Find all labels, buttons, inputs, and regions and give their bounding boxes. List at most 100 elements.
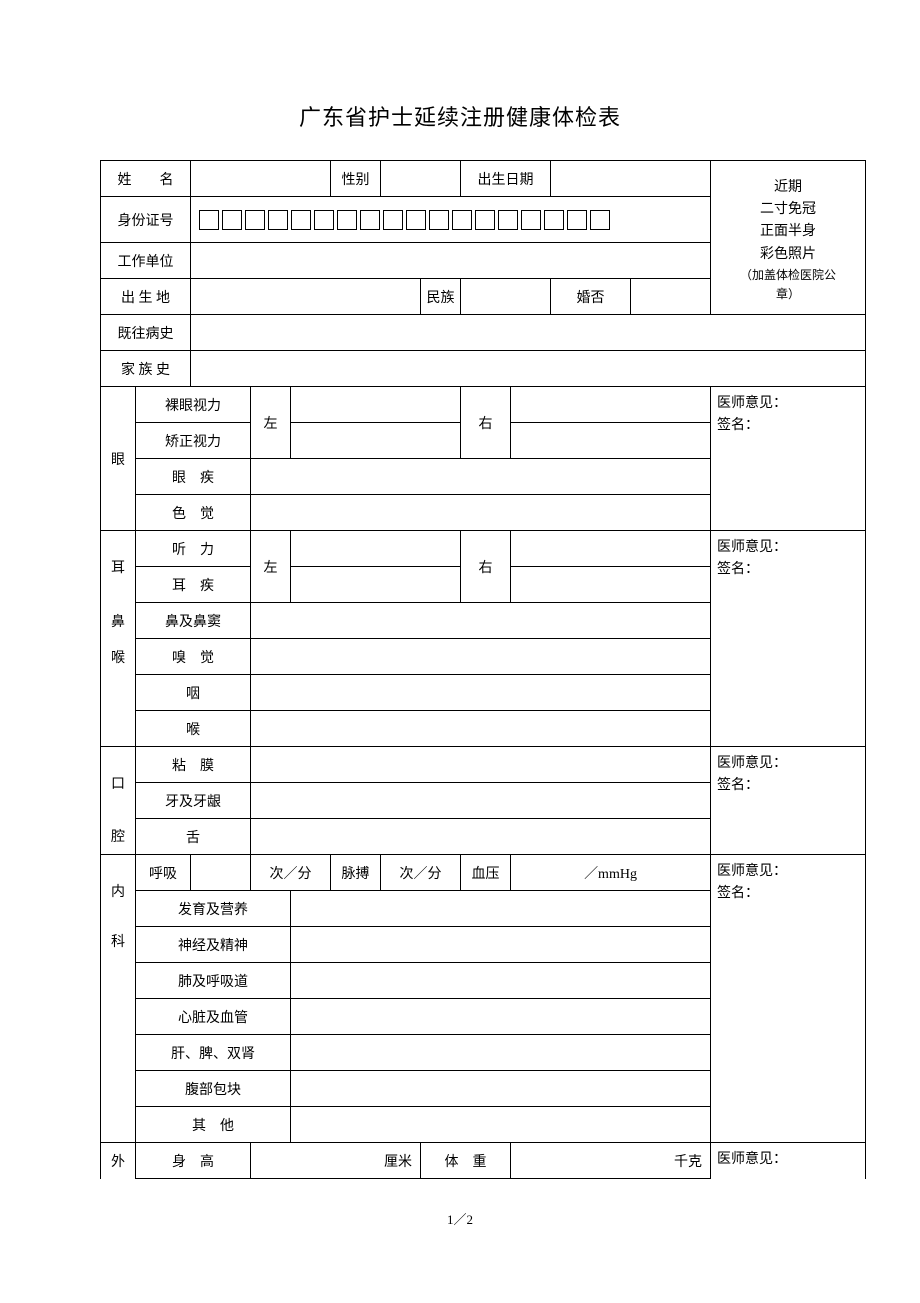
field-dev-nutrition[interactable]	[291, 891, 711, 927]
unit-cm: 厘米	[251, 1143, 421, 1179]
id-digit-box[interactable]	[475, 210, 495, 230]
label-left-ear: 左	[251, 531, 291, 603]
label-heart-vessel: 心脏及血管	[136, 999, 291, 1035]
field-liver-spleen-kidney[interactable]	[291, 1035, 711, 1071]
field-ear-disease-left[interactable]	[291, 567, 461, 603]
id-digit-box[interactable]	[521, 210, 541, 230]
field-abdomen-mass[interactable]	[291, 1071, 711, 1107]
label-ear-disease: 耳 疾	[136, 567, 251, 603]
field-ear-disease-right[interactable]	[511, 567, 711, 603]
page-number: 1／2	[100, 1209, 820, 1228]
field-tongue[interactable]	[251, 819, 711, 855]
id-digit-box[interactable]	[337, 210, 357, 230]
field-mucosa[interactable]	[251, 747, 711, 783]
doctor-surgery[interactable]: 医师意见：	[711, 1143, 866, 1179]
doc-sign-ent: 签名：	[717, 559, 859, 581]
field-dob[interactable]	[551, 161, 711, 197]
field-name[interactable]	[191, 161, 331, 197]
id-digit-box[interactable]	[245, 210, 265, 230]
id-digit-box[interactable]	[222, 210, 242, 230]
label-liver-spleen-kidney: 肝、脾、双肾	[136, 1035, 291, 1071]
field-respiration[interactable]	[191, 855, 251, 891]
field-smell[interactable]	[251, 639, 711, 675]
photo-line-1: 二寸免冠	[711, 199, 865, 221]
field-gender[interactable]	[381, 161, 461, 197]
label-ethnic: 民族	[421, 279, 461, 315]
label-married: 婚否	[551, 279, 631, 315]
photo-line-4: （加盖体检医院公	[711, 266, 865, 285]
page-title: 广东省护士延续注册健康体检表	[100, 100, 820, 132]
id-digit-box[interactable]	[406, 210, 426, 230]
field-naked-left[interactable]	[291, 387, 461, 423]
id-digit-box[interactable]	[498, 210, 518, 230]
id-digit-box[interactable]	[567, 210, 587, 230]
label-birthplace: 出 生 地	[101, 279, 191, 315]
field-larynx[interactable]	[251, 711, 711, 747]
field-color-sense[interactable]	[251, 495, 711, 531]
id-digit-box[interactable]	[314, 210, 334, 230]
unit-pulse: 次／分	[381, 855, 461, 891]
field-workunit[interactable]	[191, 243, 711, 279]
section-internal-2: 科	[101, 927, 136, 1143]
field-married[interactable]	[631, 279, 711, 315]
photo-box: 近期 二寸免冠 正面半身 彩色照片 （加盖体检医院公 章）	[711, 161, 866, 315]
field-birthplace[interactable]	[191, 279, 421, 315]
field-heart-vessel[interactable]	[291, 999, 711, 1035]
field-pharynx[interactable]	[251, 675, 711, 711]
label-corrected-vision: 矫正视力	[136, 423, 251, 459]
label-family: 家 族 史	[101, 351, 191, 387]
doctor-ent[interactable]: 医师意见： 签名：	[711, 531, 866, 747]
label-dob: 出生日期	[461, 161, 551, 197]
field-nose-sinus[interactable]	[251, 603, 711, 639]
id-digit-box[interactable]	[590, 210, 610, 230]
id-digit-box[interactable]	[452, 210, 472, 230]
id-digit-box[interactable]	[544, 210, 564, 230]
doctor-oral[interactable]: 医师意见： 签名：	[711, 747, 866, 855]
field-eye-disease[interactable]	[251, 459, 711, 495]
field-teeth-gum[interactable]	[251, 783, 711, 819]
field-history[interactable]	[191, 315, 866, 351]
doc-opinion-surgery: 医师意见：	[717, 1152, 787, 1167]
field-corrected-left[interactable]	[291, 423, 461, 459]
label-idnum: 身份证号	[101, 197, 191, 243]
label-nose-sinus: 鼻及鼻窦	[136, 603, 251, 639]
id-digit-box[interactable]	[199, 210, 219, 230]
id-digit-box[interactable]	[360, 210, 380, 230]
unit-bp: ／mmHg	[511, 855, 711, 891]
label-hearing: 听 力	[136, 531, 251, 567]
field-ethnic[interactable]	[461, 279, 551, 315]
doctor-internal[interactable]: 医师意见： 签名：	[711, 855, 866, 1143]
doc-opinion-ent: 医师意见：	[717, 537, 859, 559]
label-naked-vision: 裸眼视力	[136, 387, 251, 423]
field-corrected-right[interactable]	[511, 423, 711, 459]
doctor-eye[interactable]: 医师意见： 签名：	[711, 387, 866, 531]
label-tongue: 舌	[136, 819, 251, 855]
section-throat: 喉	[101, 639, 136, 747]
label-gender: 性别	[331, 161, 381, 197]
doc-sign-oral: 签名：	[717, 775, 859, 797]
id-digit-box[interactable]	[291, 210, 311, 230]
field-hearing-left[interactable]	[291, 531, 461, 567]
photo-line-5: 章）	[711, 285, 865, 304]
label-abdomen-mass: 腹部包块	[136, 1071, 291, 1107]
section-internal-1: 内	[101, 855, 136, 927]
field-others[interactable]	[291, 1107, 711, 1143]
field-hearing-right[interactable]	[511, 531, 711, 567]
field-nerve-mental[interactable]	[291, 927, 711, 963]
photo-line-2: 正面半身	[711, 221, 865, 243]
id-digit-box[interactable]	[268, 210, 288, 230]
field-naked-right[interactable]	[511, 387, 711, 423]
field-lung-resp[interactable]	[291, 963, 711, 999]
field-idnum[interactable]	[191, 197, 711, 243]
doc-opinion-internal: 医师意见：	[717, 861, 859, 883]
field-family[interactable]	[191, 351, 866, 387]
doc-sign-eye: 签名：	[717, 415, 859, 437]
label-larynx: 喉	[136, 711, 251, 747]
label-bp: 血压	[461, 855, 511, 891]
section-nose: 鼻	[101, 603, 136, 639]
doc-opinion-eye: 医师意见：	[717, 393, 859, 415]
label-history: 既往病史	[101, 315, 191, 351]
id-digit-box[interactable]	[429, 210, 449, 230]
id-digit-box[interactable]	[383, 210, 403, 230]
unit-resp: 次／分	[251, 855, 331, 891]
